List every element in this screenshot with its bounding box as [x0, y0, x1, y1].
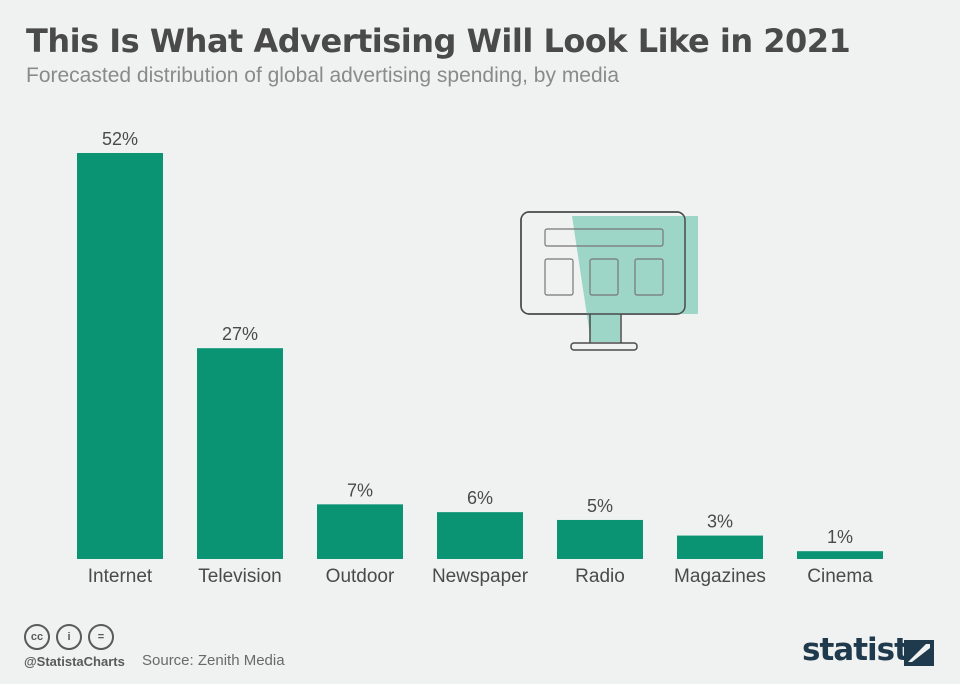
attribution-icon: i	[56, 624, 82, 650]
category-label-outdoor: Outdoor	[326, 566, 395, 587]
category-label-television: Television	[198, 566, 281, 587]
value-label-newspaper: 6%	[467, 488, 493, 508]
bar-internet	[77, 153, 163, 559]
bar-outdoor	[317, 504, 403, 559]
bar-magazines	[677, 535, 763, 559]
value-label-radio: 5%	[587, 496, 613, 516]
bar-newspaper	[437, 512, 523, 559]
value-label-cinema: 1%	[827, 527, 853, 547]
chart-title: This Is What Advertising Will Look Like …	[26, 22, 851, 60]
social-handle[interactable]: @StatistaCharts	[24, 654, 125, 669]
value-label-outdoor: 7%	[347, 480, 373, 500]
bar-cinema	[797, 551, 883, 559]
category-label-radio: Radio	[575, 566, 625, 587]
bar-radio	[557, 519, 643, 559]
value-label-internet: 52%	[102, 129, 138, 149]
bar-chart: 52% Internet 27% Television 7% Outdoor 6% Newsp…	[77, 129, 883, 587]
computer-monitor-icon	[520, 211, 698, 351]
brand-mark-icon	[904, 640, 934, 666]
category-label-internet: Internet	[88, 566, 153, 587]
category-label-magazines: Magazines	[674, 566, 766, 587]
category-label-cinema: Cinema	[807, 566, 873, 587]
bar-television	[197, 348, 283, 559]
license-icons: cc i =	[24, 624, 114, 650]
source-note: Source: Zenith Media	[142, 652, 285, 669]
chart-subtitle: Forecasted distribution of global advert…	[26, 64, 620, 87]
value-label-television: 27%	[222, 324, 258, 344]
category-label-newspaper: Newspaper	[432, 566, 529, 587]
no-derivatives-icon: =	[88, 624, 114, 650]
cc-icon: cc	[24, 624, 50, 650]
value-label-magazines: 3%	[707, 512, 733, 532]
